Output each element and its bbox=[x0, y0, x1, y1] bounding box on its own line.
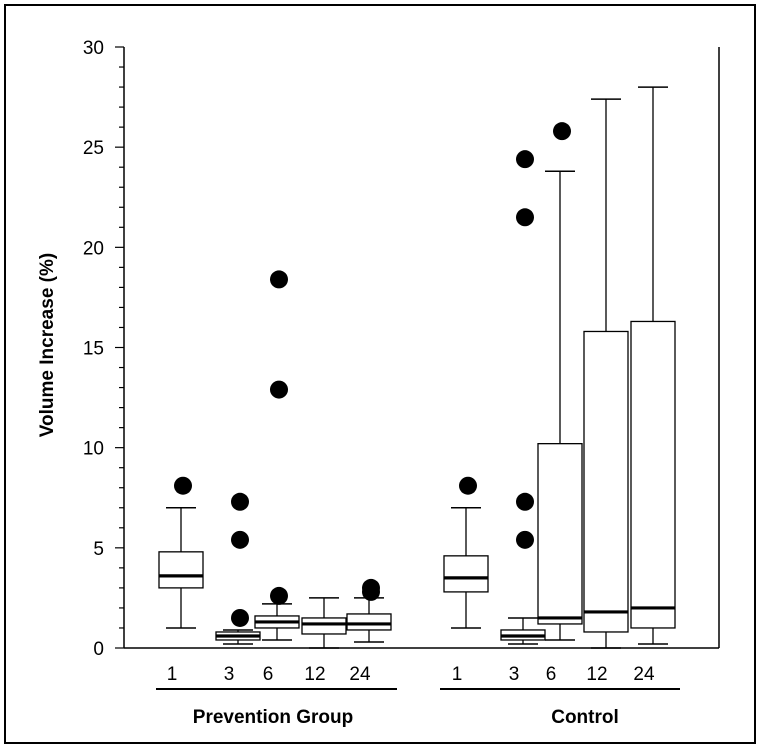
x-tick-label: 24 bbox=[349, 664, 371, 685]
group-label: Control bbox=[551, 707, 619, 728]
outlier-point bbox=[270, 380, 288, 399]
box-prevention-group-24 bbox=[346, 578, 392, 643]
y-axis: 0 5 10 15 20 25 30 bbox=[83, 38, 125, 660]
box-control-12 bbox=[583, 98, 629, 649]
box-series bbox=[158, 86, 676, 649]
x-tick-label: 6 bbox=[546, 664, 557, 685]
outlier-point bbox=[231, 530, 249, 549]
outlier-point bbox=[231, 492, 249, 511]
box-control-24 bbox=[630, 86, 676, 645]
y-tick-label: 30 bbox=[83, 38, 104, 59]
x-tick-label: 1 bbox=[452, 664, 463, 685]
outlier-point bbox=[174, 476, 192, 495]
box-iqr bbox=[583, 330, 629, 633]
y-tick-label: 0 bbox=[93, 639, 104, 660]
box-control-1 bbox=[443, 476, 489, 629]
outlier-point bbox=[231, 608, 249, 627]
box-iqr bbox=[537, 443, 583, 625]
box-control-3 bbox=[500, 150, 546, 645]
x-axis bbox=[124, 47, 720, 649]
box-iqr bbox=[158, 551, 204, 589]
y-tick-label: 15 bbox=[83, 339, 104, 360]
outlier-point bbox=[270, 586, 288, 605]
box-iqr bbox=[443, 555, 489, 593]
outlier-point bbox=[516, 150, 534, 169]
x-tick-label: 12 bbox=[586, 664, 607, 685]
box-iqr bbox=[346, 613, 392, 631]
outlier-point bbox=[553, 122, 571, 141]
outlier-point bbox=[516, 530, 534, 549]
x-tick-label: 3 bbox=[224, 664, 235, 685]
category-labels: 1 3 6 12 24 Prevention Group 1 3 6 12 24 Control bbox=[156, 664, 680, 728]
outlier-point bbox=[459, 476, 477, 495]
x-tick-label: 1 bbox=[167, 664, 178, 685]
x-tick-label: 12 bbox=[304, 664, 325, 685]
box-prevention-group-6 bbox=[254, 270, 300, 641]
box-prevention-group-12 bbox=[301, 597, 347, 649]
outlier-point bbox=[516, 208, 534, 227]
outlier-point bbox=[362, 578, 380, 597]
box-iqr bbox=[630, 320, 676, 629]
y-tick-label: 5 bbox=[93, 539, 104, 560]
group-label: Prevention Group bbox=[193, 707, 353, 728]
outlier-point bbox=[270, 270, 288, 289]
box-prevention-group-3 bbox=[215, 492, 261, 645]
x-tick-label: 3 bbox=[509, 664, 520, 685]
outlier-point bbox=[516, 492, 534, 511]
y-tick-label: 10 bbox=[83, 439, 104, 460]
box-iqr bbox=[301, 617, 347, 635]
y-axis-title: Volume Increase (%) bbox=[37, 253, 58, 437]
x-tick-label: 6 bbox=[263, 664, 274, 685]
box-prevention-group-1 bbox=[158, 476, 204, 629]
y-tick-label: 20 bbox=[83, 238, 104, 259]
x-tick-label: 24 bbox=[633, 664, 655, 685]
y-tick-label: 25 bbox=[83, 138, 104, 159]
box-control-6 bbox=[537, 122, 583, 641]
